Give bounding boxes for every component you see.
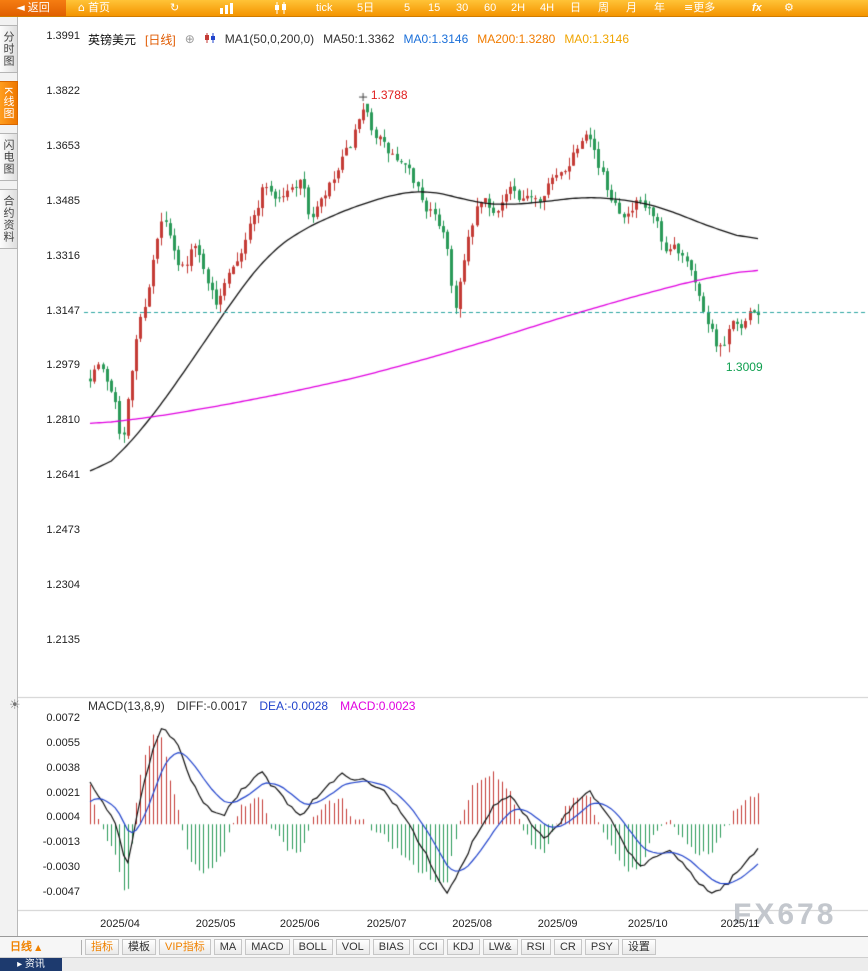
symbol-name: 英镑美元: [88, 32, 137, 47]
tab-rsi[interactable]: RSI: [520, 939, 551, 955]
period-month-button[interactable]: 月: [626, 2, 637, 14]
menu-icon: ≡: [684, 1, 694, 14]
period-15m-button[interactable]: 15: [428, 2, 441, 14]
refresh-icon: ↻: [170, 1, 180, 14]
macd-hist-value: MACD:0.0023: [340, 699, 416, 713]
price-macd-chart-canvas[interactable]: [18, 16, 868, 935]
home-button[interactable]: ⌂ 首页: [78, 1, 111, 14]
tab-templates[interactable]: 模板: [122, 939, 156, 955]
ma200-value: MA200:1.3280: [477, 32, 556, 46]
period-60m-button[interactable]: 60: [484, 2, 497, 14]
period-5m-button[interactable]: 5: [404, 2, 411, 14]
sidebar-tab-lightning-chart[interactable]: 闪电图: [0, 133, 18, 182]
candle-chart-icon: [275, 2, 286, 15]
settings-button[interactable]: ⚙: [784, 0, 794, 16]
tab-vol[interactable]: VOL: [335, 939, 370, 955]
refresh-button[interactable]: ↻: [170, 0, 179, 16]
period-4h-button[interactable]: 4H: [540, 2, 555, 14]
gear-icon: ⚙: [784, 1, 794, 14]
tab-indicators[interactable]: 指标: [85, 939, 119, 955]
period-day-button[interactable]: 日: [570, 2, 581, 14]
tab-psy[interactable]: PSY: [584, 939, 619, 955]
low-annotation: 1.3009: [725, 359, 763, 374]
watermark: FX678: [733, 898, 837, 931]
ma0-orange-value: MA0:1.3146: [564, 32, 630, 46]
indicator-settings-sun-icon[interactable]: ☀: [9, 698, 21, 713]
tab-settings[interactable]: 设置: [621, 939, 656, 955]
left-sidebar: 分时图 K线图 闪电图 合约资料: [0, 17, 18, 936]
ma-settings-label[interactable]: MA1(50,0,200,0): [224, 32, 315, 46]
sidebar-tab-contract-info[interactable]: 合约资料: [0, 189, 18, 250]
ma-indicator-icon: [204, 32, 216, 46]
tab-vip-indicators[interactable]: VIP指标: [159, 939, 211, 955]
macd-settings-label[interactable]: MACD(13,8,9): [88, 699, 165, 713]
bar-chart-icon: [220, 2, 233, 14]
period-5d-button[interactable]: 5日: [357, 2, 375, 14]
tab-bias[interactable]: BIAS: [372, 939, 410, 955]
macd-dea-value: DEA:-0.0028: [259, 699, 329, 713]
home-icon: ⌂: [78, 1, 85, 14]
bottom-tabbar: 日线 ▲ 指标 模板 VIP指标 MA MACD BOLL VOL BIAS C…: [0, 936, 868, 957]
ma0-blue-value: MA0:1.3146: [403, 32, 469, 46]
back-arrow-icon: ◄: [16, 1, 25, 14]
back-button[interactable]: ◄ 返回: [0, 0, 66, 16]
tab-ma[interactable]: MA: [213, 939, 243, 955]
period-tick-button[interactable]: tick: [316, 2, 333, 14]
tab-macd[interactable]: MACD: [245, 939, 290, 955]
period-selector[interactable]: 日线 ▲: [0, 939, 82, 955]
ma50-value: MA50:1.3362: [323, 32, 395, 46]
macd-header: MACD(13,8,9) DIFF:-0.0017 DEA:-0.0028 MA…: [88, 699, 415, 713]
zoom-add-icon[interactable]: ⊕: [184, 32, 195, 46]
period-2h-button[interactable]: 2H: [511, 2, 526, 14]
top-toolbar: ◄ 返回 ⌂ 首页 ↻ tick 5日 5 15 30 60 2H 4H 日: [0, 0, 868, 17]
tab-cr[interactable]: CR: [553, 939, 582, 955]
tab-boll[interactable]: BOLL: [292, 939, 333, 955]
sidebar-tab-kline-chart[interactable]: K线图: [0, 81, 18, 126]
triangle-right-icon: ▸: [17, 959, 23, 970]
sidebar-tab-time-chart[interactable]: 分时图: [0, 25, 18, 73]
tab-lwr[interactable]: LW&: [482, 939, 518, 955]
more-button[interactable]: ≡更多: [684, 1, 716, 14]
timeframe-label: [日线]: [145, 32, 176, 47]
bottom-strip: ▸ 资讯: [0, 957, 868, 971]
chart-header: 英镑美元 [日线] ⊕ MA1(50,0,200,0) MA50:1.3362 …: [88, 31, 629, 47]
bar-chart-type-button[interactable]: [220, 0, 234, 16]
triangle-up-icon: ▲: [35, 942, 42, 952]
candle-chart-type-button[interactable]: [274, 0, 288, 16]
high-annotation: 1.3788: [370, 88, 408, 103]
period-week-button[interactable]: 周: [598, 2, 609, 14]
news-panel-tab[interactable]: ▸ 资讯: [0, 958, 62, 971]
macd-diff-value: DIFF:-0.0017: [176, 699, 248, 713]
period-year-button[interactable]: 年: [654, 2, 665, 14]
period-30m-button[interactable]: 30: [456, 2, 469, 14]
tab-cci[interactable]: CCI: [412, 939, 444, 955]
formula-button[interactable]: fx: [752, 2, 762, 14]
tab-kdj[interactable]: KDJ: [446, 939, 480, 955]
